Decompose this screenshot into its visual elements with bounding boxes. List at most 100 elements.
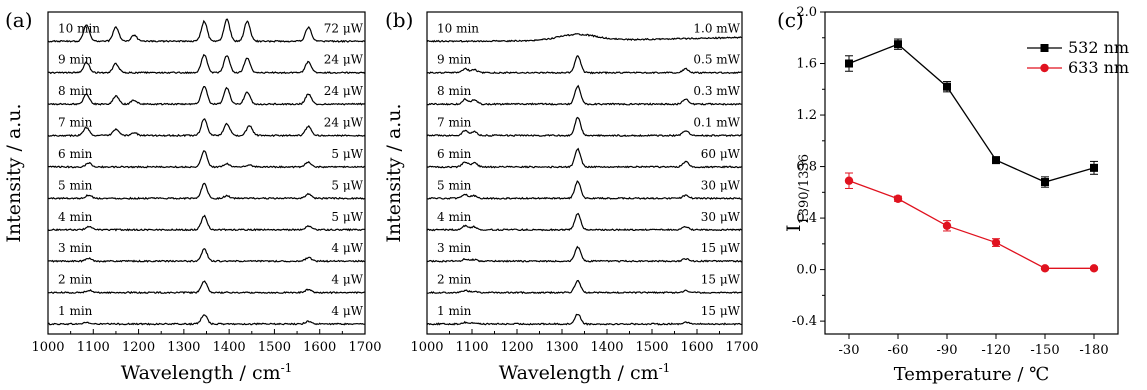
trace-time-label: 5 min — [58, 178, 93, 192]
y-axis-title: Intensity / a.u. — [3, 103, 25, 242]
panel-label: (c) — [777, 8, 804, 32]
trace-power-label: 0.5 mW — [693, 53, 740, 67]
spectrum-trace — [47, 86, 366, 106]
trace-power-label: 5 μW — [331, 147, 363, 161]
plot-frame — [824, 11, 1119, 335]
y-tick-label: -0.4 — [792, 314, 817, 329]
panel-a-spectra: 1000 1100 1200 1300 1400 1500 1600 1700 1 min 4 μ… — [3, 8, 382, 384]
trace-time-label: 10 min — [58, 21, 100, 35]
trace-power-label: 5 μW — [331, 178, 363, 192]
x-tick-label: 1500 — [635, 340, 668, 355]
trace-time-label: 2 min — [58, 273, 93, 287]
x-tick-label: 1000 — [31, 340, 64, 355]
data-point — [893, 194, 903, 203]
trace-time-label: 8 min — [58, 84, 93, 98]
trace-time-label: 10 min — [437, 21, 479, 35]
spectrum-trace — [47, 280, 366, 295]
x-tick-label: -60 — [888, 343, 909, 358]
x-tick-label: 1200 — [122, 340, 155, 355]
trace-time-label: 6 min — [437, 147, 472, 161]
x-axis-title-superscript: -1 — [659, 361, 671, 375]
spectrum-trace — [47, 248, 366, 263]
spectrum-trace — [426, 116, 743, 138]
data-point — [1040, 264, 1050, 273]
data-point — [1090, 163, 1098, 172]
trace-time-label: 8 min — [437, 84, 472, 98]
trace-power-label: 24 μW — [324, 53, 364, 67]
trace-power-label: 5 μW — [331, 210, 363, 224]
x-tick-label: 1700 — [725, 340, 758, 355]
data-point — [992, 156, 1000, 165]
spectrum-trace — [47, 53, 366, 75]
x-tick-label: 1500 — [258, 340, 291, 355]
spectrum-trace — [426, 245, 743, 263]
spectrum-trace — [47, 182, 366, 200]
x-tick-label: -30 — [839, 343, 860, 358]
data-point — [943, 82, 951, 91]
x-tick-label: 1700 — [348, 340, 381, 355]
spectrum-trace — [48, 150, 366, 169]
y-tick-label: 0.8 — [796, 160, 817, 175]
data-point — [844, 176, 854, 185]
data-point — [1089, 264, 1099, 273]
legend-marker — [1040, 44, 1049, 52]
legend-marker — [1040, 63, 1049, 73]
trace-power-label: 0.3 mW — [693, 84, 740, 98]
x-tick-label: 1200 — [500, 340, 533, 355]
series-line — [848, 180, 1094, 269]
trace-power-label: 30 μW — [701, 178, 741, 192]
trace-time-label: 6 min — [58, 147, 93, 161]
spectrum-trace — [427, 84, 742, 106]
trace-power-label: 15 μW — [701, 273, 741, 287]
x-axis-title: Wavelength / cm-1 — [121, 361, 293, 384]
x-tick-label: 1300 — [167, 340, 200, 355]
spectrum-trace — [426, 313, 743, 326]
y-tick-label: 0.4 — [796, 211, 817, 226]
data-point — [894, 40, 902, 49]
trace-time-label: 7 min — [58, 116, 93, 130]
x-tick-label: -150 — [1030, 343, 1059, 358]
trace-power-label: 4 μW — [331, 304, 363, 318]
trace-power-label: 24 μW — [324, 84, 364, 98]
data-point — [845, 59, 853, 68]
trace-time-label: 5 min — [437, 178, 472, 192]
y-axis-title: Intensity / a.u. — [383, 103, 405, 242]
spectrum-trace — [47, 118, 366, 138]
panel-label: (a) — [5, 8, 33, 32]
y-tick-label: 0.0 — [796, 263, 817, 278]
trace-power-label: 1.0 mW — [693, 21, 740, 35]
data-point — [942, 221, 952, 231]
panel-label: (b) — [385, 8, 413, 32]
legend-label: 633 nm — [1068, 58, 1129, 77]
x-tick-label: 1000 — [410, 340, 443, 355]
x-tick-label: 1400 — [213, 340, 246, 355]
x-tick-label: -180 — [1079, 343, 1108, 358]
trace-time-label: 3 min — [58, 241, 93, 255]
spectrum-trace — [47, 214, 366, 232]
data-point — [991, 238, 1001, 247]
trace-time-label: 9 min — [437, 53, 472, 67]
x-tick-label: 1600 — [680, 340, 713, 355]
panel-c-intensity-ratio-chart: -0.4 0.0 0.4 0.8 1.2 1.6 2.0 -30 -60 -90 -120 -150 -… — [777, 5, 1129, 385]
trace-time-label: 4 min — [437, 210, 472, 224]
x-tick-label: 1100 — [455, 340, 488, 355]
y-axis-title: I1390/1336 — [783, 154, 812, 232]
trace-time-label: 1 min — [58, 304, 93, 318]
trace-power-label: 72 μW — [324, 21, 364, 35]
spectrum-trace — [426, 33, 743, 43]
x-tick-label: -120 — [981, 343, 1010, 358]
spectrum-trace — [47, 314, 366, 326]
trace-time-label: 3 min — [437, 241, 472, 255]
trace-power-label: 60 μW — [701, 147, 741, 161]
legend-label: 532 nm — [1068, 38, 1129, 57]
y-tick-label: 1.6 — [796, 57, 817, 72]
spectrum-trace — [426, 55, 743, 75]
spectrum-trace — [427, 279, 743, 295]
trace-time-label: 1 min — [437, 304, 472, 318]
spectrum-trace — [427, 180, 742, 200]
y-tick-label: 1.2 — [796, 108, 817, 123]
trace-power-label: 0.1 mW — [693, 116, 740, 130]
trace-power-label: 30 μW — [701, 210, 741, 224]
trace-power-label: 15 μW — [701, 304, 741, 318]
